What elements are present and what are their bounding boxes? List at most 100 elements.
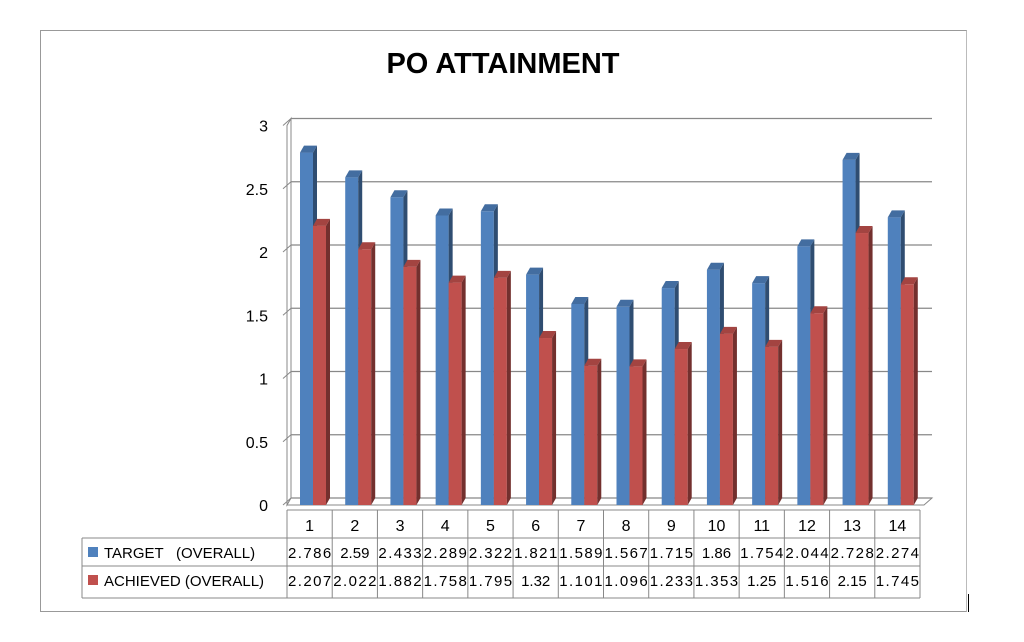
- category-label: 14: [888, 518, 906, 535]
- data-label: 1.745: [876, 573, 919, 590]
- category-label: 1: [305, 518, 314, 535]
- bar-achieved: [719, 333, 733, 505]
- bar-top: [855, 226, 873, 234]
- category-label: 11: [753, 518, 770, 535]
- data-label: 1.233: [650, 573, 693, 590]
- gridline-diag: [282, 371, 292, 379]
- data-label: 1.754: [740, 545, 783, 562]
- gridline-diag: [282, 497, 292, 506]
- bar-achieved: [629, 366, 643, 505]
- data-label: 2.728: [831, 545, 874, 562]
- data-label: 2.322: [469, 545, 512, 562]
- bar-top: [706, 262, 724, 270]
- bar-top: [480, 204, 498, 212]
- legend-swatch: [88, 575, 98, 585]
- bar-top: [810, 306, 828, 314]
- bar-top: [493, 270, 511, 278]
- data-label: 2.207: [288, 573, 331, 590]
- bar-target: [706, 269, 720, 505]
- bar-top: [661, 281, 679, 289]
- bar-achieved: [358, 249, 372, 505]
- bar-top: [629, 359, 647, 367]
- bar-side: [371, 242, 376, 506]
- bar-side: [597, 358, 602, 505]
- category-label: 3: [396, 518, 405, 535]
- bar-side: [506, 270, 511, 505]
- data-label: 1.25: [747, 573, 776, 590]
- category-label: 4: [441, 518, 450, 535]
- bar-achieved: [448, 282, 462, 505]
- bar-achieved: [855, 233, 869, 505]
- data-label: 1.715: [650, 545, 693, 562]
- bar-top: [584, 358, 602, 366]
- bar-target: [752, 283, 766, 505]
- legend-label: ACHIEVED (OVERALL): [104, 573, 264, 590]
- y-tick-label: 2.5: [246, 182, 268, 199]
- bar-achieved: [493, 277, 507, 505]
- bar-top: [448, 275, 466, 283]
- bar-achieved: [403, 266, 417, 505]
- data-label: 2.786: [288, 545, 331, 562]
- bar-side: [461, 275, 466, 505]
- bar-side: [868, 226, 873, 505]
- bar-target: [571, 303, 585, 505]
- data-label: 2.022: [333, 573, 376, 590]
- bar-target: [661, 288, 675, 505]
- bar-target: [300, 152, 313, 506]
- bar-top: [842, 152, 860, 160]
- data-label: 2.59: [340, 545, 369, 562]
- bar-top: [797, 239, 815, 247]
- legend-swatch: [88, 547, 98, 557]
- bar-achieved: [313, 225, 326, 505]
- text-cursor: [968, 594, 969, 612]
- category-label: 6: [531, 518, 540, 535]
- category-label: 9: [667, 518, 676, 535]
- bar-top: [435, 208, 453, 216]
- bar-top: [345, 170, 363, 178]
- bar-target: [616, 306, 630, 505]
- data-label: 1.096: [605, 573, 648, 590]
- bar-achieved: [810, 313, 824, 505]
- gridline-diag: [282, 244, 292, 253]
- data-label: 2.289: [424, 545, 467, 562]
- bar-side: [823, 306, 828, 505]
- data-label: 1.353: [695, 573, 738, 590]
- bar-top: [539, 331, 557, 339]
- category-label: 7: [576, 518, 585, 535]
- data-label: 1.758: [424, 573, 467, 590]
- bar-top: [526, 267, 544, 275]
- data-label: 1.101: [559, 573, 602, 590]
- bar-side: [642, 359, 647, 505]
- bar-achieved: [539, 338, 553, 505]
- bar-top: [390, 190, 408, 198]
- data-label: 1.86: [702, 545, 731, 562]
- bar-achieved: [584, 365, 598, 505]
- category-label: 8: [622, 518, 631, 535]
- data-label: 1.821: [514, 545, 557, 562]
- y-tick-label: 3: [259, 119, 268, 136]
- data-label: 1.589: [559, 545, 602, 562]
- category-label: 10: [708, 518, 726, 535]
- category-label: 13: [843, 518, 861, 535]
- data-label: 1.567: [605, 545, 648, 562]
- bar-top: [719, 326, 737, 334]
- y-tick-label: 2: [259, 245, 268, 262]
- bar-target: [345, 177, 359, 506]
- legend-label: TARGET (OVERALL): [104, 545, 255, 562]
- category-label: 12: [798, 518, 816, 535]
- y-tick-label: 0.5: [246, 435, 268, 452]
- bar-top: [616, 299, 634, 307]
- bar-top: [571, 296, 589, 304]
- bar-side: [913, 277, 918, 505]
- bar-target: [390, 197, 404, 505]
- bar-top: [752, 276, 770, 284]
- data-label: 1.882: [378, 573, 421, 590]
- bar-top: [900, 277, 918, 285]
- chart-frame: [40, 30, 967, 612]
- gridline-diag: [282, 307, 292, 316]
- bar-side: [326, 218, 330, 505]
- data-label: 1.516: [785, 573, 828, 590]
- bar-target: [480, 211, 494, 505]
- data-label: 2.274: [876, 545, 919, 562]
